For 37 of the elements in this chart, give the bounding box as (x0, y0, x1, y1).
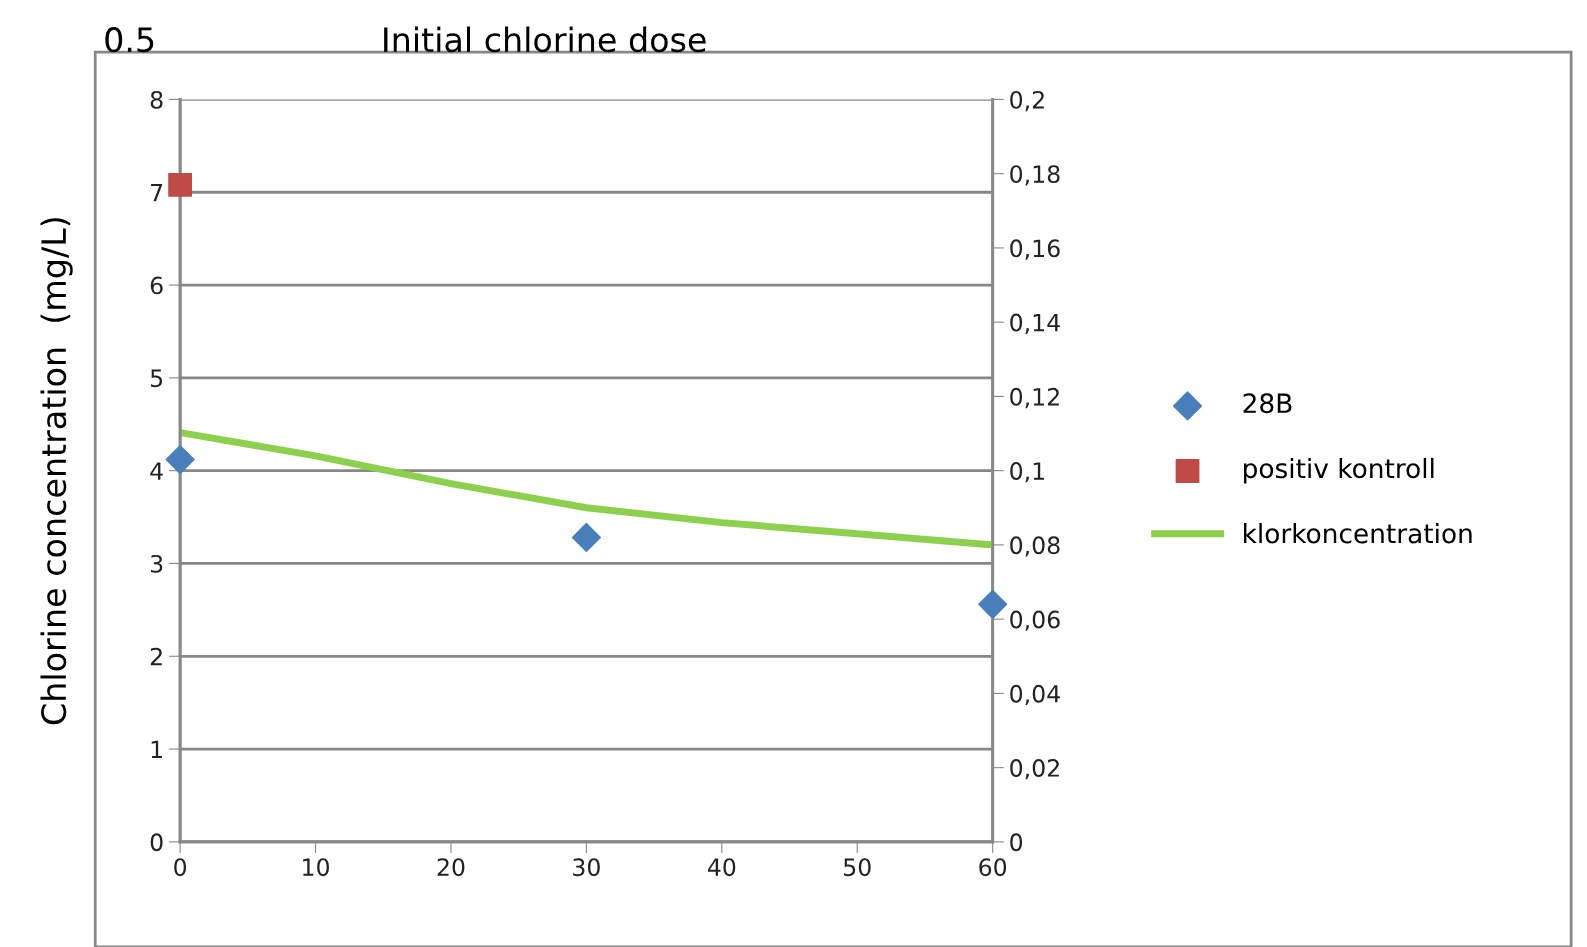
text: Initial chlorine dose (384, 26, 706, 53)
y-tick-label: 6 (150, 276, 163, 295)
x-tick-label: 40 (707, 858, 736, 877)
y2-tick-label: 0 (1010, 833, 1023, 852)
x-tick-label: 50 (844, 858, 871, 877)
y-tick-label: 8 (150, 90, 163, 109)
y-tick-label: 1 (151, 740, 162, 759)
y2-tick-label: 0,18 (1010, 165, 1060, 186)
y-tick-label: 3 (150, 554, 163, 573)
y2-tick-label: 0,2 (1010, 90, 1044, 112)
x-tick-label: 30 (573, 858, 600, 877)
y2-tick-label: 0,16 (1010, 239, 1060, 260)
y2-tick-label: 0,12 (1010, 387, 1059, 409)
legend-label: 28B (1243, 393, 1292, 414)
point (571, 522, 601, 553)
y-tick-label: 4 (150, 462, 163, 480)
y2-tick-label: 0,02 (1010, 759, 1059, 780)
y2-tick-label: 0,08 (1010, 536, 1060, 557)
y-tick-label: 2 (150, 647, 162, 666)
y-tick-label: 7 (151, 184, 163, 202)
y2-tick-label: 0,04 (1010, 684, 1060, 706)
legend-label: positiv kontroll (1244, 457, 1434, 484)
text: 0.5 (105, 27, 154, 53)
legend-label: klorkoncentration (1244, 523, 1472, 544)
y-tick-label: 0 (150, 833, 163, 852)
x-tick-label: 0 (174, 858, 187, 877)
y2-tick-label: 0,14 (1010, 313, 1060, 334)
point (978, 589, 1008, 619)
point (165, 444, 195, 475)
x-tick-label: 60 (979, 858, 1007, 877)
y-tick-label: 5 (150, 369, 163, 388)
y2-tick-label: 0,1 (1010, 462, 1045, 483)
y2-tick-label: 0,06 (1010, 610, 1060, 631)
point (168, 172, 193, 197)
x-tick-label: 20 (437, 858, 465, 877)
y-axis-title: Chlorine concentration (mg/L) (40, 218, 73, 725)
x-tick-label: 10 (303, 858, 329, 877)
